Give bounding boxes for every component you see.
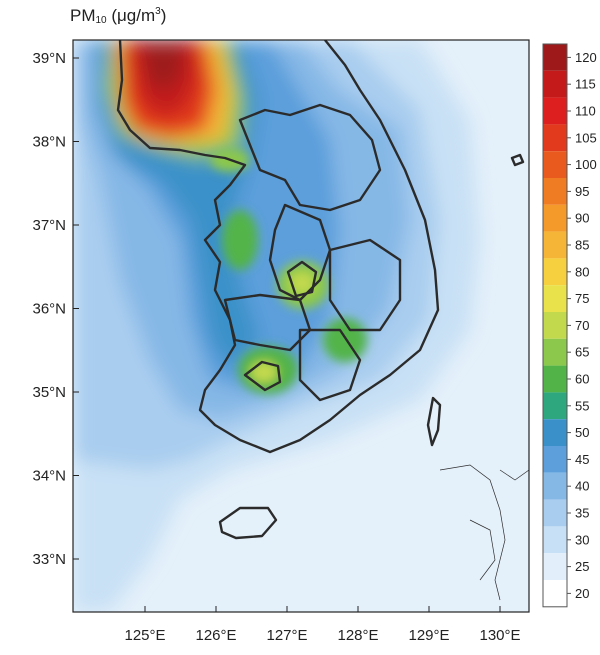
lon-label: 128°E <box>337 627 378 644</box>
colorbar-swatch <box>543 124 567 152</box>
latitude-axis: 39°N 38°N 37°N 36°N 35°N 34°N 33°N <box>32 50 79 568</box>
colorbar-label: 40 <box>575 479 589 494</box>
colorbar-swatch <box>543 231 567 259</box>
lat-label: 33°N <box>32 551 66 568</box>
colorbar-swatch <box>543 365 567 393</box>
colorbar-swatch <box>543 472 567 500</box>
lat-label: 39°N <box>32 50 66 67</box>
lon-label: 127°E <box>266 627 307 644</box>
colorbar-label: 70 <box>575 318 589 333</box>
colorbar-label: 60 <box>575 372 589 387</box>
colorbar-swatch <box>543 580 567 607</box>
colorbar-label: 75 <box>575 291 589 306</box>
colorbar-label: 80 <box>575 264 589 279</box>
colorbar-label: 115 <box>575 77 596 92</box>
japan-coastline <box>439 464 529 601</box>
colorbar-swatch <box>543 151 567 178</box>
lat-label: 35°N <box>32 384 66 401</box>
colorbar-swatch <box>543 285 567 312</box>
colorbar-label: 95 <box>575 184 589 199</box>
lon-label: 126°E <box>195 627 236 644</box>
colorbar-label: 30 <box>575 532 589 547</box>
concentration-field <box>73 40 529 612</box>
colorbar-label: 50 <box>575 425 589 440</box>
colorbar-label: 25 <box>575 559 589 574</box>
colorbar-swatch <box>543 526 567 554</box>
lon-label: 129°E <box>408 627 449 644</box>
colorbar-label: 45 <box>575 452 589 467</box>
colorbar: 120 115 110 105 100 95 90 85 80 75 70 65 60 55 50 45 40 3… <box>542 43 597 608</box>
lat-label: 36°N <box>32 301 66 318</box>
colorbar-label: 100 <box>575 157 597 172</box>
colorbar-swatch <box>543 258 567 286</box>
colorbar-label: 105 <box>575 130 597 145</box>
lat-label: 37°N <box>32 217 66 234</box>
colorbar-swatch <box>543 44 567 71</box>
coastline <box>116 40 525 540</box>
colorbar-swatch <box>543 178 567 205</box>
colorbar-swatch <box>543 312 567 339</box>
colorbar-swatch <box>543 553 567 580</box>
lat-label: 34°N <box>32 468 66 485</box>
colorbar-label: 120 <box>575 50 597 65</box>
colorbar-swatch <box>543 97 567 125</box>
colorbar-label: 110 <box>575 104 596 119</box>
lon-label: 130°E <box>479 627 520 644</box>
lat-label: 38°N <box>32 134 66 151</box>
colorbar-swatch <box>543 70 567 98</box>
colorbar-swatch <box>543 499 567 527</box>
colorbar-label: 20 <box>575 586 589 601</box>
colorbar-swatch <box>543 204 567 232</box>
map-title: PM10 (μg/m3) <box>70 6 167 26</box>
plot-frame <box>72 39 530 613</box>
longitude-axis: 125°E 126°E 127°E 128°E 129°E 130°E <box>124 606 521 644</box>
colorbar-swatch <box>543 419 567 446</box>
lon-label: 125°E <box>124 627 165 644</box>
colorbar-swatch <box>543 338 567 366</box>
colorbar-label: 85 <box>575 238 589 253</box>
colorbar-swatch <box>543 392 567 420</box>
colorbar-label: 55 <box>575 398 589 413</box>
colorbar-label: 90 <box>575 211 589 226</box>
colorbar-swatch <box>543 446 567 473</box>
colorbar-label: 35 <box>575 506 589 521</box>
colorbar-label: 65 <box>575 345 589 360</box>
